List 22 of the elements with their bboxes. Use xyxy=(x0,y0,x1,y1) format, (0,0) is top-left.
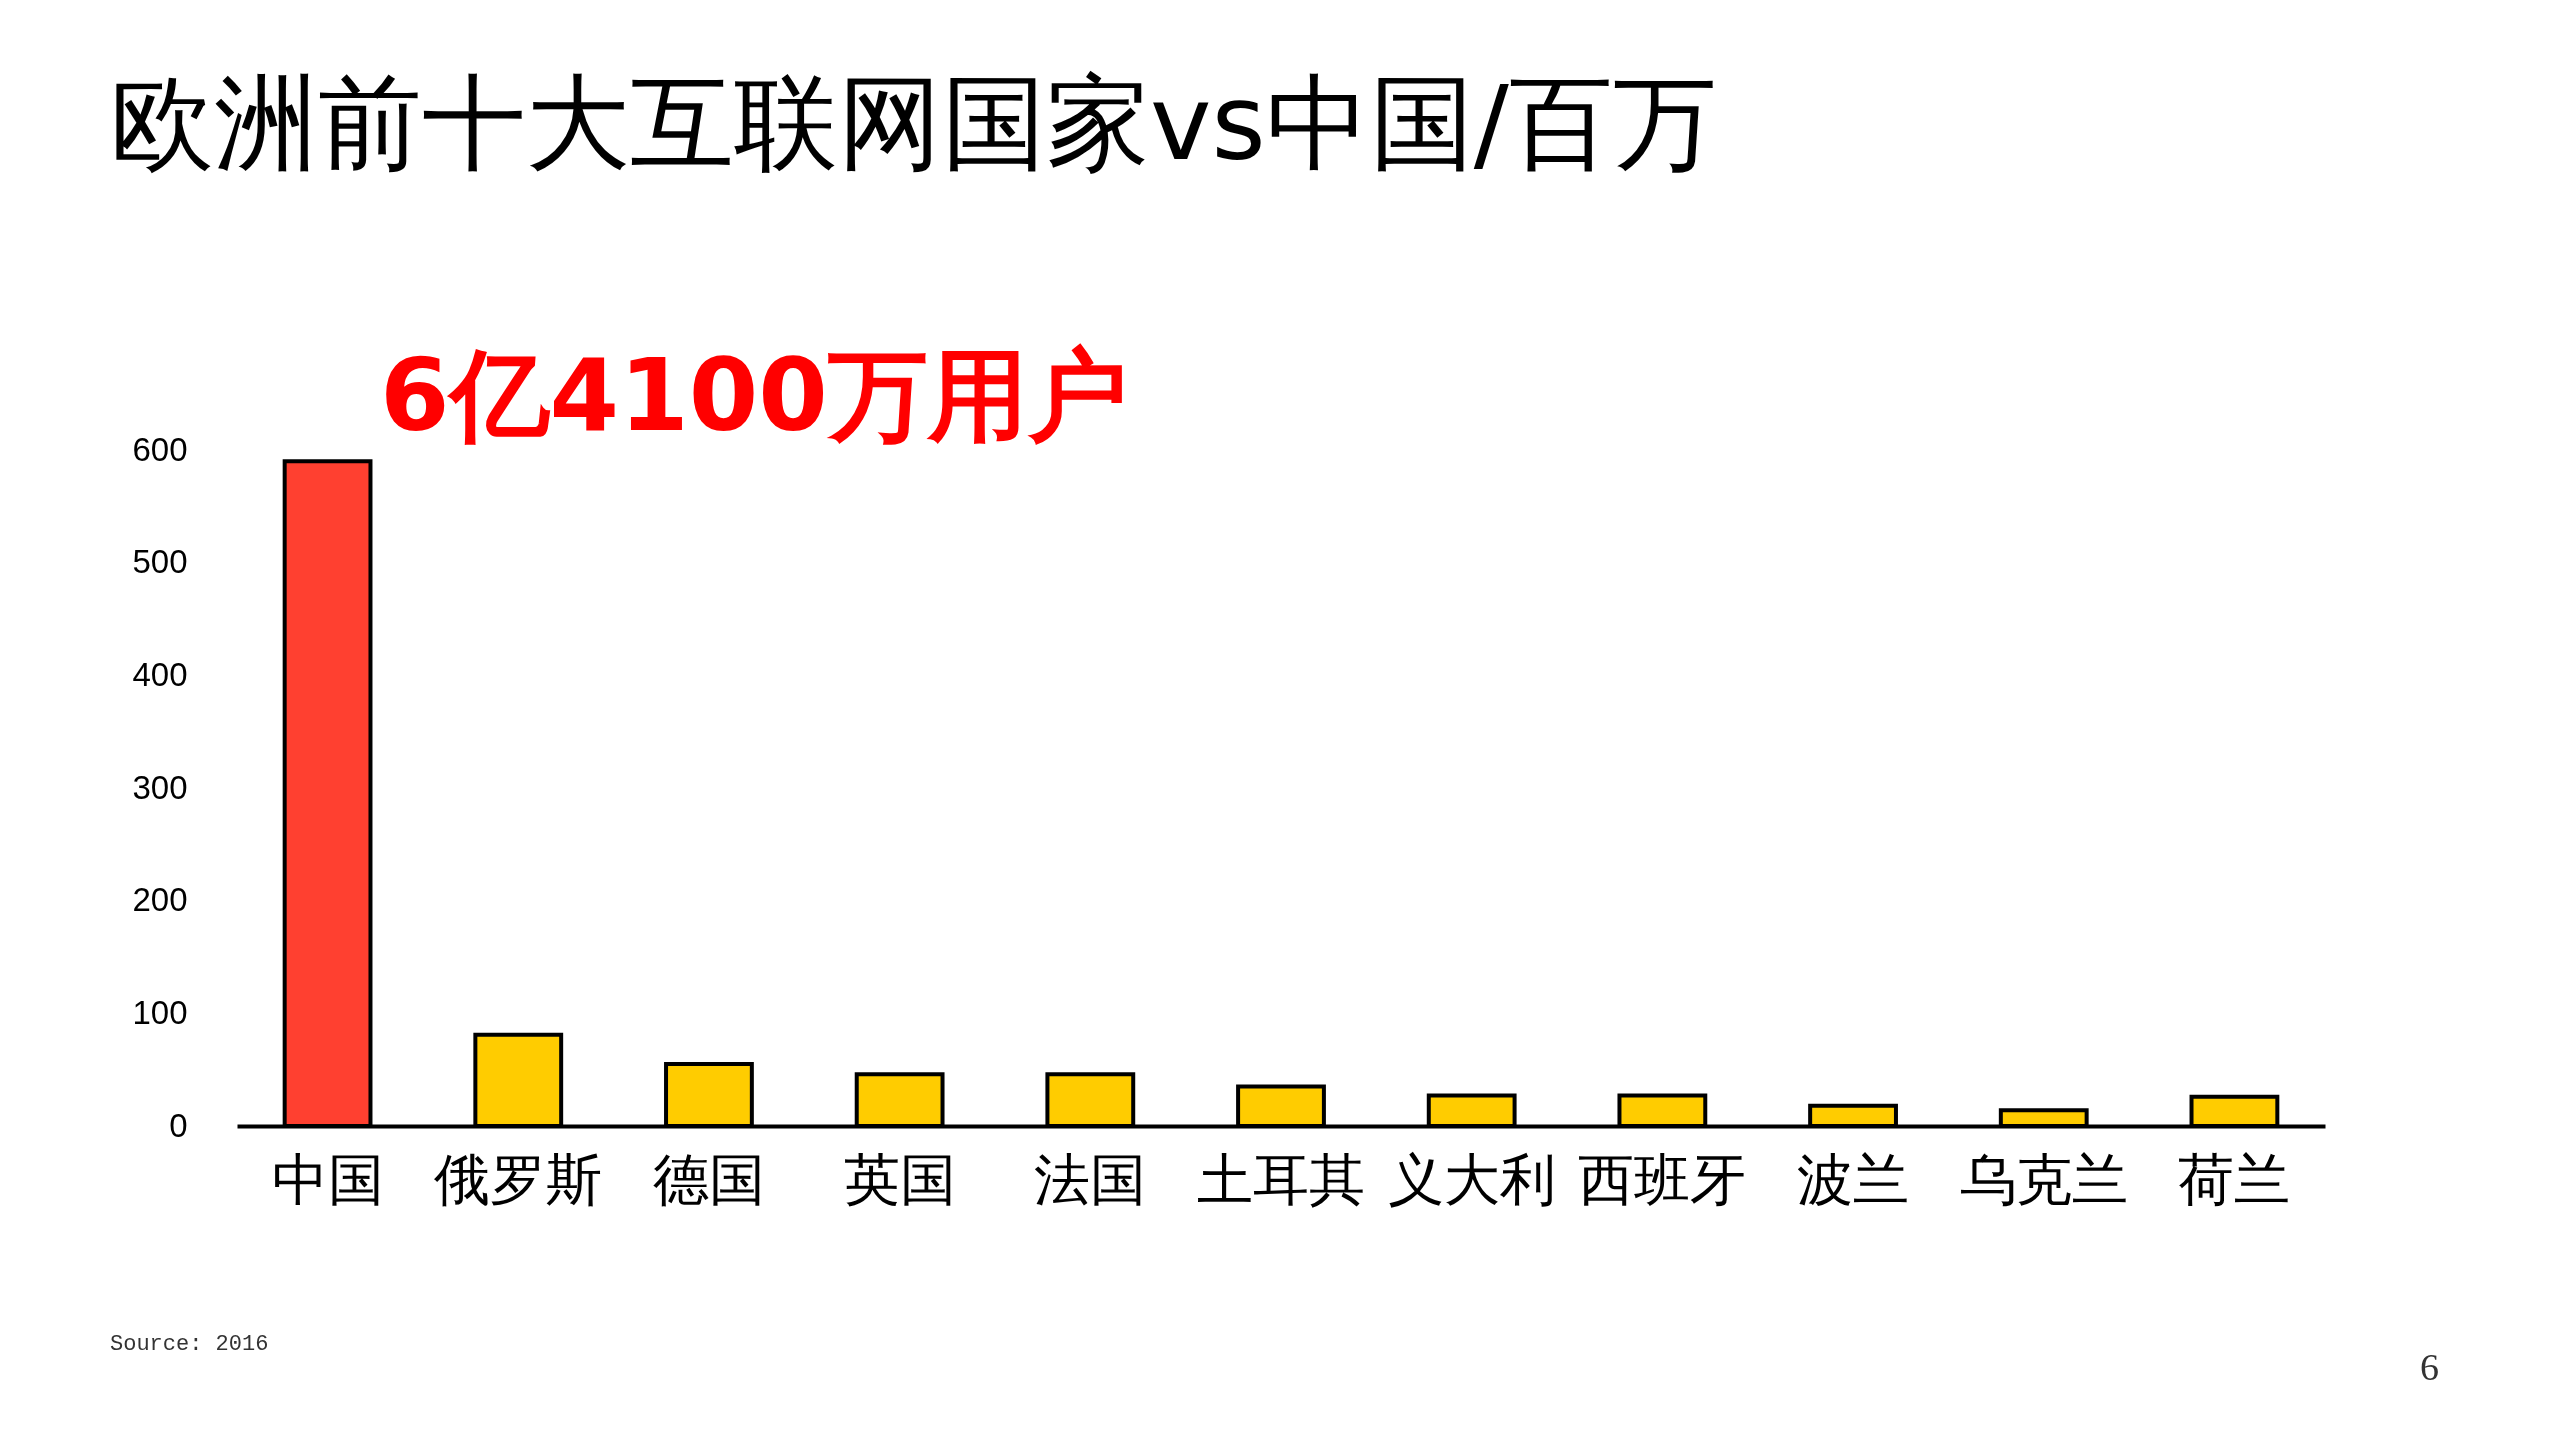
y-tick-label: 200 xyxy=(132,881,188,919)
source-note: Source: 2016 xyxy=(110,1332,269,1357)
x-tick-label: 土耳其 xyxy=(1197,1146,1365,1212)
y-tick-label: 100 xyxy=(132,993,188,1031)
x-tick-label: 西班牙 xyxy=(1578,1146,1747,1212)
y-tick-label: 300 xyxy=(132,768,188,806)
x-tick-label: 义大利 xyxy=(1387,1146,1556,1212)
y-tick-label: 400 xyxy=(132,655,188,693)
y-tick-label: 600 xyxy=(132,430,188,468)
x-tick-label: 英国 xyxy=(843,1146,956,1212)
x-tick-label: 俄罗斯 xyxy=(434,1146,603,1212)
annotation: 6亿4100万用户 xyxy=(380,336,1128,456)
x-tick-label: 德国 xyxy=(652,1146,765,1212)
x-tick-label: 乌克兰 xyxy=(1959,1146,2128,1212)
x-tick-label: 法国 xyxy=(1034,1146,1147,1212)
x-tick-label: 中国 xyxy=(271,1146,384,1212)
y-tick-label: 0 xyxy=(169,1106,188,1144)
y-tick-label: 500 xyxy=(132,543,188,581)
x-tick-label: 波兰 xyxy=(1797,1146,1910,1212)
chart-title: 欧洲前十大互联网国家vs中国/百万 xyxy=(110,61,1717,186)
x-tick-label: 荷兰 xyxy=(2178,1146,2291,1212)
text: 6 xyxy=(2420,1345,2439,1389)
